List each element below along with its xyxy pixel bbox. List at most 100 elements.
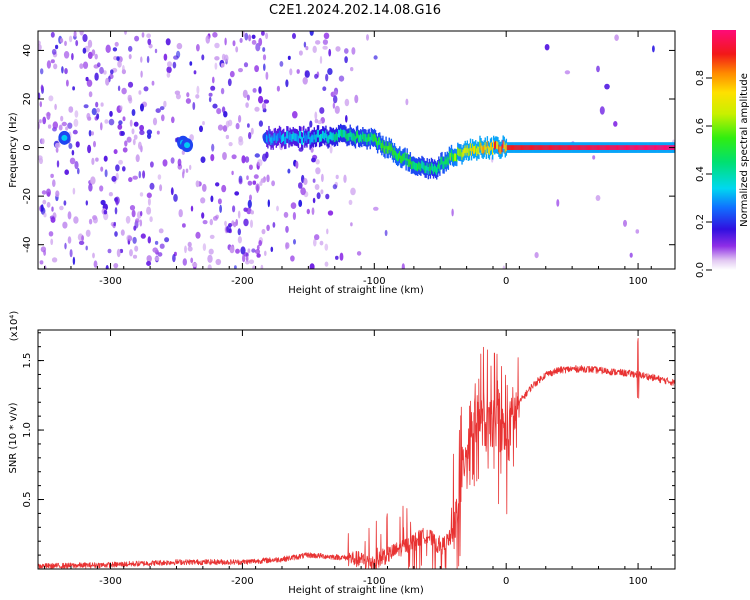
heatmap-noise-cell: [155, 108, 161, 113]
heatmap-noise-cell: [250, 210, 254, 215]
heatmap-noise-cell: [335, 46, 341, 52]
heatmap-ridge-cell: [311, 134, 313, 143]
heatmap-noise-cell: [207, 254, 213, 263]
heatmap-noise-cell: [613, 121, 618, 127]
heatmap-noise-cell: [556, 199, 560, 207]
snr-panel: -300 -200 -100 0 100 0.5 1.0 1.5 Height of stra…: [8, 311, 676, 596]
spectrogram-heatmap: [38, 31, 675, 269]
heatmap-ridge-cell: [491, 147, 494, 155]
heatmap-noise-cell: [604, 83, 610, 90]
heatmap-noise-cell: [170, 187, 174, 196]
heatmap-noise-cell: [315, 159, 320, 165]
heatmap-ridge-cell: [287, 131, 289, 139]
heatmap-noise-cell: [181, 150, 185, 155]
heatmap-ridge-cell: [348, 133, 350, 141]
heatmap-ridge-cell: [465, 147, 467, 156]
heatmap-ridge-cell: [622, 145, 625, 150]
heatmap-noise-cell: [313, 238, 317, 247]
heatmap-noise-cell: [200, 197, 206, 204]
heatmap-noise-cell: [629, 252, 633, 258]
heatmap-noise-cell: [248, 34, 252, 42]
heatmap-noise-cell: [283, 211, 289, 218]
heatmap-noise-cell: [265, 71, 269, 80]
heatmap-ridge-cell: [603, 145, 606, 150]
heatmap-noise-cell: [38, 92, 41, 100]
heatmap-ridge-cell: [363, 133, 365, 142]
heatmap-ridge-cell: [542, 145, 544, 150]
heatmap-ridge-cell: [455, 153, 457, 162]
heatmap-noise-cell: [354, 94, 359, 104]
heatmap-ridge-cell: [407, 158, 409, 167]
heatmap-ridge-cell: [549, 145, 552, 150]
heatmap-noise-cell: [327, 68, 333, 75]
heatmap-ridge-cell: [406, 153, 408, 161]
heatmap-ridge-cell: [303, 130, 305, 139]
heatmap-ridge-cell: [270, 137, 272, 146]
heatmap-noise-cell: [310, 147, 314, 153]
heatmap-noise-cell: [312, 197, 316, 204]
heatmap-ridge-cell: [441, 156, 443, 165]
heatmap-noise-cell: [94, 72, 99, 81]
heatmap-noise-cell: [128, 54, 132, 60]
heatmap-noise-cell: [64, 169, 69, 175]
heatmap-ridge-cell: [663, 145, 666, 150]
heatmap-noise-cell: [128, 177, 133, 183]
heatmap-noise-cell: [262, 54, 267, 61]
heatmap-noise-cell: [135, 154, 140, 163]
heatmap-ridge-cell: [523, 145, 525, 150]
heatmap-noise-cell: [105, 77, 110, 86]
heatmap-noise-cell: [344, 98, 350, 107]
heatmap-noise-cell: [332, 102, 336, 109]
heatmap-noise-cell: [152, 117, 158, 126]
y-multiplier-label: (x10⁴): [9, 311, 20, 342]
heatmap-noise-cell: [85, 200, 89, 206]
heatmap-noise-cell: [113, 149, 118, 155]
heatmap-ridge-cell: [474, 146, 476, 154]
heatmap-ridge-cell: [365, 134, 367, 142]
heatmap-ridge-cell: [533, 145, 535, 150]
bottom-y-tick-label: 1.5: [22, 353, 33, 369]
heatmap-noise-cell: [327, 210, 334, 216]
heatmap-ridge-cell: [350, 132, 352, 140]
heatmap-noise-cell: [158, 228, 164, 234]
bottom-y-axis-label: SNR (10 * v/v): [8, 402, 19, 473]
heatmap-ridge-cell: [422, 161, 424, 170]
heatmap-ridge-cell: [477, 146, 479, 154]
heatmap-noise-cell: [135, 218, 140, 223]
heatmap-noise-cell: [41, 190, 47, 195]
heatmap-noise-cell: [592, 155, 596, 160]
heatmap-noise-cell: [238, 115, 242, 123]
heatmap-ridge-cell: [513, 145, 515, 150]
heatmap-noise-cell: [54, 142, 61, 148]
heatmap-noise-cell: [192, 102, 196, 110]
heatmap-ridge-cell: [278, 130, 281, 139]
heatmap-ridge-cell: [362, 131, 364, 140]
heatmap-ridge-cell: [295, 133, 298, 142]
heatmap-noise-cell: [266, 174, 270, 183]
heatmap-noise-cell: [326, 228, 329, 235]
heatmap-noise-cell: [79, 31, 84, 36]
heatmap-ridge-cell: [298, 130, 301, 139]
heatmap-noise-cell: [87, 144, 92, 154]
heatmap-ridge-cell: [640, 145, 643, 150]
heatmap-ridge-cell: [273, 133, 275, 141]
heatmap-noise-cell: [140, 70, 143, 78]
heatmap-noise-cell: [262, 47, 266, 52]
heatmap-noise-cell: [110, 69, 114, 75]
heatmap-noise-cell: [161, 114, 165, 122]
heatmap-noise-cell: [251, 34, 256, 39]
heatmap-ridge-cell: [462, 149, 464, 158]
heatmap-ridge-cell: [344, 129, 346, 138]
heatmap-ridge-cell: [510, 145, 513, 150]
heatmap-ridge-cell: [327, 136, 329, 144]
heatmap-noise-cell: [234, 191, 240, 196]
heatmap-noise-cell: [211, 143, 215, 152]
heatmap-noise-cell: [208, 96, 212, 103]
heatmap-noise-cell: [105, 44, 111, 53]
heatmap-ridge-cell: [536, 145, 538, 150]
heatmap-noise-cell: [201, 212, 205, 219]
heatmap-ridge-cell: [496, 141, 498, 149]
top-x-tick-label: 0: [503, 276, 509, 287]
heatmap-ridge-cell: [312, 135, 314, 143]
heatmap-noise-cell: [66, 79, 69, 87]
